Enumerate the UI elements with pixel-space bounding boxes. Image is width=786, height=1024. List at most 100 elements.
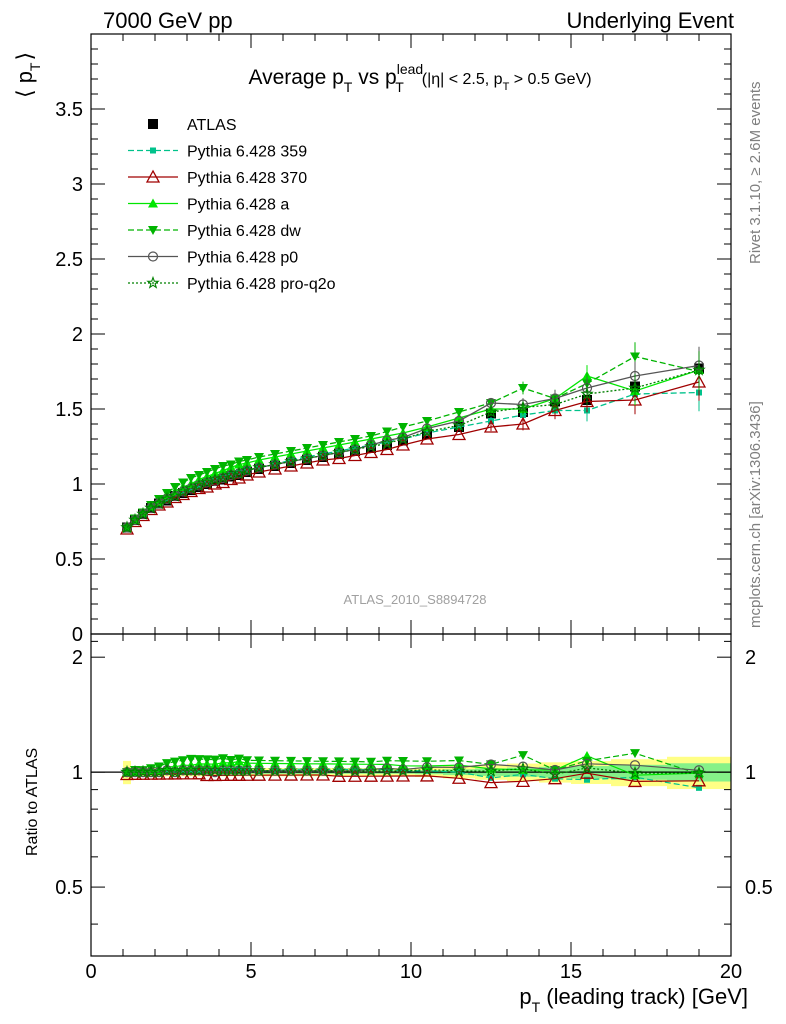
- data-point: [331, 451, 347, 465]
- ratio-point: [254, 756, 264, 766]
- ratio-point: [170, 757, 180, 767]
- data-point: [630, 352, 640, 362]
- title-sub2: T: [395, 79, 404, 95]
- ratio-point: [210, 755, 220, 765]
- data-point: [318, 441, 328, 450]
- ratio-point: [483, 775, 499, 789]
- legend: ATLAS Pythia 6.428 359 Pythia 6.428 370 Pyt…: [128, 117, 336, 293]
- ratio-point: [334, 757, 344, 767]
- data-point: [396, 431, 410, 445]
- ratio-point: [629, 760, 641, 771]
- series-line: [126, 369, 700, 528]
- data-point: [366, 432, 376, 441]
- legend-item: Pythia 6.428 p0: [128, 250, 298, 267]
- data-point: [352, 445, 358, 451]
- y-tick-label: 0.5: [55, 549, 83, 571]
- series-pythia-6-428-a: [122, 351, 704, 532]
- ratio-point: [398, 756, 408, 766]
- data-point: [316, 448, 330, 462]
- x-axis-label: pT (leading track) [GeV]: [519, 984, 748, 1015]
- ratio-point: [194, 755, 204, 765]
- mcplots-label: mcplots.cern.ch [arXiv:1306.3436]: [747, 401, 764, 628]
- ratio-point: [242, 756, 252, 766]
- data-point: [240, 463, 254, 477]
- ratio-point: [452, 763, 466, 777]
- y-label-close: ⟩: [12, 52, 37, 61]
- process-label: Underlying Event: [566, 8, 734, 33]
- ratio-y-tick-label-right: 0.5: [745, 877, 773, 899]
- y-tick-label: 3: [72, 174, 83, 196]
- ratio-point: [270, 756, 280, 766]
- energy-label: 7000 GeV pp: [103, 8, 233, 33]
- data-point: [692, 362, 706, 376]
- y-tick-label: 3.5: [55, 99, 83, 121]
- data-point: [232, 466, 246, 480]
- ratio-point: [252, 763, 266, 777]
- x-label-rest: (leading track) [GeV]: [540, 984, 748, 1009]
- data-point: [453, 415, 465, 427]
- data-point: [138, 508, 148, 518]
- data-point: [252, 460, 266, 474]
- ratio-point: [485, 759, 497, 770]
- x-tick-label: 10: [400, 961, 422, 983]
- y-label-sub: T: [27, 62, 43, 71]
- plot-title: Average pT vs plead T (|η| < 2.5, pT > 0.5…: [248, 61, 591, 95]
- title-mid: vs p: [352, 66, 396, 89]
- data-point: [254, 453, 264, 462]
- data-point: [178, 478, 188, 488]
- data-point: [547, 403, 563, 417]
- data-point: [194, 471, 204, 480]
- ratio-point: [366, 757, 376, 767]
- data-point: [136, 506, 150, 520]
- ratio-panel-frame: [90, 633, 732, 957]
- rivet-label: Rivet 3.1.10, ≥ 2.6M events: [747, 82, 764, 265]
- ratio-point: [167, 766, 183, 780]
- data-point: [382, 427, 392, 437]
- ratio-point: [453, 762, 465, 773]
- data-point: [152, 496, 166, 510]
- legend-item: ATLAS: [148, 117, 237, 134]
- data-point: [300, 451, 314, 465]
- data-point: [363, 445, 379, 459]
- x-tick-label: 15: [560, 961, 582, 983]
- data-point: [364, 439, 378, 453]
- series-pythia-6-428-p0: [121, 346, 705, 533]
- data-point: [202, 468, 212, 477]
- ratio-point: [350, 757, 360, 767]
- data-point: [579, 394, 595, 408]
- ratio-y-tick-label: 1: [72, 762, 83, 784]
- legend-label: Pythia 6.428 p0: [187, 250, 298, 267]
- data-point: [380, 436, 394, 450]
- data-point: [286, 447, 296, 456]
- ratio-point: [218, 754, 228, 764]
- ratio-series-pythia-6-428-dw: [122, 749, 704, 780]
- ratio-line: [126, 752, 700, 775]
- series-pythia-6-428-370: [119, 363, 707, 535]
- legend-item: Pythia 6.428 dw: [128, 223, 301, 240]
- data-point: [268, 457, 282, 471]
- series-pythia-6-428-359: [124, 373, 702, 531]
- ratio-point: [580, 760, 594, 774]
- ratio-y-axis-label: Ratio to ATLAS: [24, 748, 41, 856]
- ratio-point: [268, 763, 282, 777]
- series-line: [126, 391, 700, 528]
- ratio-y-tick-label-right: 2: [745, 647, 756, 669]
- legend-item: Pythia 6.428 a: [128, 197, 289, 214]
- series-line: [126, 381, 700, 530]
- data-point: [398, 423, 408, 432]
- ratio-point: [300, 763, 314, 777]
- data-point: [210, 465, 220, 474]
- series-pythia-6-428-pro-q2o: [120, 351, 706, 534]
- y-tick-label: 0: [72, 624, 83, 646]
- data-point: [384, 439, 390, 445]
- ratio-point: [234, 754, 244, 764]
- ratio-point: [584, 776, 590, 783]
- ratio-point: [628, 765, 642, 779]
- data-point: [452, 418, 466, 432]
- ratio-point: [451, 770, 467, 784]
- legend-marker: [148, 119, 158, 129]
- data-point: [518, 384, 528, 393]
- main-y-axis-label: ⟨ pT⟩: [12, 52, 43, 98]
- data-point: [218, 462, 228, 471]
